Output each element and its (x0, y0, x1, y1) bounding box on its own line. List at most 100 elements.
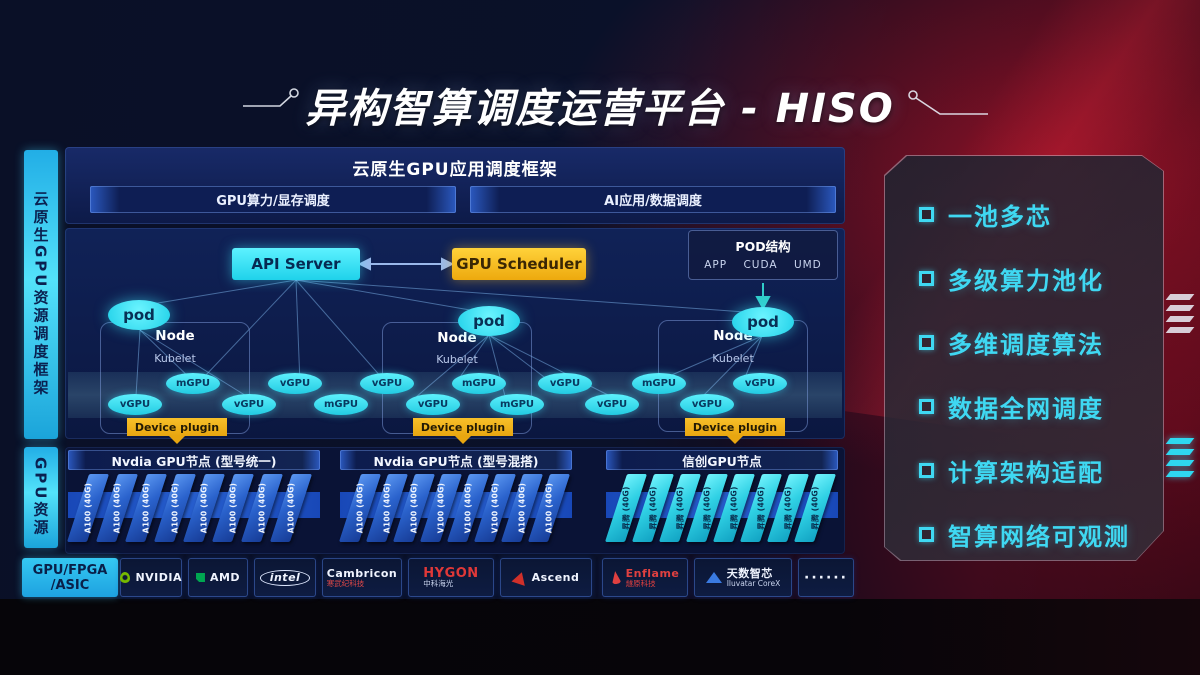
vendor-logo-more: ······ (798, 558, 854, 597)
gpu-cards-1: A100 (40G) A100 (40G) A100 (40G) V100 (40G)… (338, 470, 572, 552)
gpu-ellipse-vgpu-3: vGPU (268, 373, 322, 394)
device-plugin-1: Device plugin (127, 418, 227, 444)
lane-gpu-compute-scheduling: GPU算力/显存调度 (90, 186, 456, 213)
pod-structure-item-app: APP (704, 259, 728, 271)
gpu-ellipse-mgpu-4: mGPU (314, 394, 368, 415)
gpu-card-label: 昇腾 (40G) (810, 486, 820, 530)
vendor-text-ascend: Ascend (531, 570, 580, 584)
checkbox-bullet-icon (919, 526, 934, 542)
kubelet-label-1: Kubelet (154, 352, 196, 365)
vendor-label: HYGON (423, 565, 479, 581)
vendor-label: ······ (804, 569, 848, 586)
gpu-card-label: A100 (40G) (141, 482, 151, 534)
feature-label: 数据全网调度 (948, 394, 1104, 423)
vendor-logo-iluvatar: 天数智芯 Iluvatar CoreX (694, 558, 792, 597)
gpu-card-label: 昇腾 (40G) (756, 486, 766, 530)
gpu-card-label: A100 (40G) (199, 482, 209, 534)
vendor-text-more: ······ (804, 569, 848, 586)
ascend-logo-icon (511, 569, 529, 586)
pod-ellipse-3: pod (732, 307, 794, 337)
checkbox-bullet-icon (919, 334, 934, 350)
pod-structure-item-cuda: CUDA (743, 259, 778, 271)
feature-item-4: 计算架构适配 (885, 438, 1163, 502)
pod-structure-item-umd: UMD (793, 259, 822, 271)
enflame-logo-icon (609, 570, 622, 585)
gpu-ellipse-vgpu-0: vGPU (108, 394, 162, 415)
vendor-sublabel: 寒武纪科技 (326, 578, 365, 588)
gpu-card-label: A100 (40G) (517, 482, 527, 534)
gpu-card-label: 昇腾 (40G) (702, 486, 712, 530)
gpu-card-label: 昇腾 (40G) (729, 486, 739, 530)
checkbox-bullet-icon (919, 398, 934, 414)
gpu-card-label: 昇腾 (40G) (783, 486, 793, 530)
vendor-text-iluvatar: 天数智芯 Iluvatar CoreX (726, 566, 781, 588)
device-plugin-2: Device plugin (413, 418, 513, 444)
gpu-cards-2: 昇腾 (40G) 昇腾 (40G) 昇腾 (40G) 昇腾 (40G) 昇腾 (40G)… (604, 470, 838, 552)
iluvatar-logo-icon (705, 572, 722, 583)
sidebar-cloud-native-gpu-label: 云原生GPU资源调度框架 (31, 191, 50, 398)
node-header-uniform: Nvdia GPU节点 (型号统一) (68, 450, 320, 470)
gpu-ellipse-mgpu-1: mGPU (166, 373, 220, 394)
vendor-logo-enflame: Enflame 燧原科技 (602, 558, 688, 597)
device-plugin-3: Device plugin (685, 418, 785, 444)
gpu-card-label: A100 (40G) (382, 482, 392, 534)
gpu-card-label: V100 (40G) (436, 482, 446, 534)
gpu-ellipse-vgpu-5: vGPU (360, 373, 414, 394)
feature-label: 多级算力池化 (948, 266, 1104, 295)
gpu-fpga-asic-line1: GPU/FPGA (32, 562, 108, 578)
framework-title: 云原生GPU应用调度框架 (352, 160, 558, 180)
pod-structure-items: APP CUDA UMD (688, 259, 838, 271)
vendor-label: Enflame (625, 566, 680, 580)
vendor-text-cambricon: Cambricon 寒武纪科技 (326, 567, 397, 588)
gpu-card-label: A100 (40G) (228, 482, 238, 534)
vendor-text-nvidia: NVIDIA (135, 570, 182, 584)
node-header-mixed: Nvdia GPU节点 (型号混搭) (340, 450, 572, 470)
vendor-sublabel: 燧原科技 (625, 578, 656, 588)
gpu-card-label: 昇腾 (40G) (621, 486, 631, 530)
vendor-label: AMD (209, 570, 241, 584)
vendor-label: Ascend (531, 570, 580, 584)
page-title: 异构智算调度运营平台 - HISO (305, 86, 895, 132)
feature-label: 智算网络可观测 (948, 522, 1130, 551)
checkbox-bullet-icon (919, 206, 934, 222)
pod-ellipse-2: pod (458, 306, 520, 336)
gpu-ellipse-vgpu-9: vGPU (538, 373, 592, 394)
features-panel: 一池多芯多级算力池化 多维调度算法 数据全网调度计算架构适配智算网络可观测 (885, 156, 1163, 560)
gpu-card-label: A100 (40G) (355, 482, 365, 534)
vendor-logo-hygon: HYGON 中科海光 (408, 558, 494, 597)
gpu-card-label: 昇腾 (40G) (675, 486, 685, 530)
amd-logo-icon (195, 573, 205, 582)
gpu-card-label: A100 (40G) (409, 482, 419, 534)
vendor-logo-intel: intel (254, 558, 316, 597)
pod-structure-panel: POD结构 APP CUDA UMD (688, 230, 838, 280)
feature-item-3: 数据全网调度 (885, 374, 1163, 438)
gpu-scheduler-box: GPU Scheduler (452, 248, 586, 280)
vendor-text-enflame: Enflame 燧原科技 (625, 566, 680, 588)
feature-label: 多维调度算法 (948, 330, 1104, 359)
features-list: 一池多芯多级算力池化 多维调度算法 数据全网调度计算架构适配智算网络可观测 (885, 182, 1163, 560)
gpu-ellipse-vgpu-2: vGPU (222, 394, 276, 415)
vendor-text-amd: AMD (209, 570, 241, 584)
sidebar-gpu-resource-bar: GPU资源 (24, 447, 58, 548)
gpu-cards-0: A100 (40G) A100 (40G) A100 (40G) A100 (40G)… (66, 470, 320, 552)
nvidia-logo-icon (120, 572, 131, 583)
vendor-label: NVIDIA (135, 570, 182, 584)
gpu-ellipse-mgpu-11: mGPU (632, 373, 686, 394)
node-label-2: Node (437, 330, 477, 346)
bottom-black-strip (0, 599, 1200, 675)
node-header-xinchuang: 信创GPU节点 (606, 450, 838, 470)
gpu-ellipse-vgpu-12: vGPU (680, 394, 734, 415)
vendor-label: 天数智芯 (726, 566, 773, 580)
vendor-label: intel (259, 569, 311, 586)
vendor-sublabel: Iluvatar CoreX (726, 578, 781, 588)
api-server-box: API Server (232, 248, 360, 280)
vendor-text-hygon: HYGON 中科海光 (423, 565, 479, 588)
features-panel-border: 一池多芯多级算力池化 多维调度算法 数据全网调度计算架构适配智算网络可观测 (884, 155, 1164, 561)
gpu-ellipse-vgpu-13: vGPU (733, 373, 787, 394)
vendor-logo-amd: AMD (188, 558, 248, 597)
gpu-card-label: V100 (40G) (490, 482, 500, 534)
vendor-logo-nvidia: NVIDIA (120, 558, 182, 597)
feature-label: 一池多芯 (948, 202, 1052, 231)
gpu-ellipse-mgpu-7: mGPU (452, 373, 506, 394)
